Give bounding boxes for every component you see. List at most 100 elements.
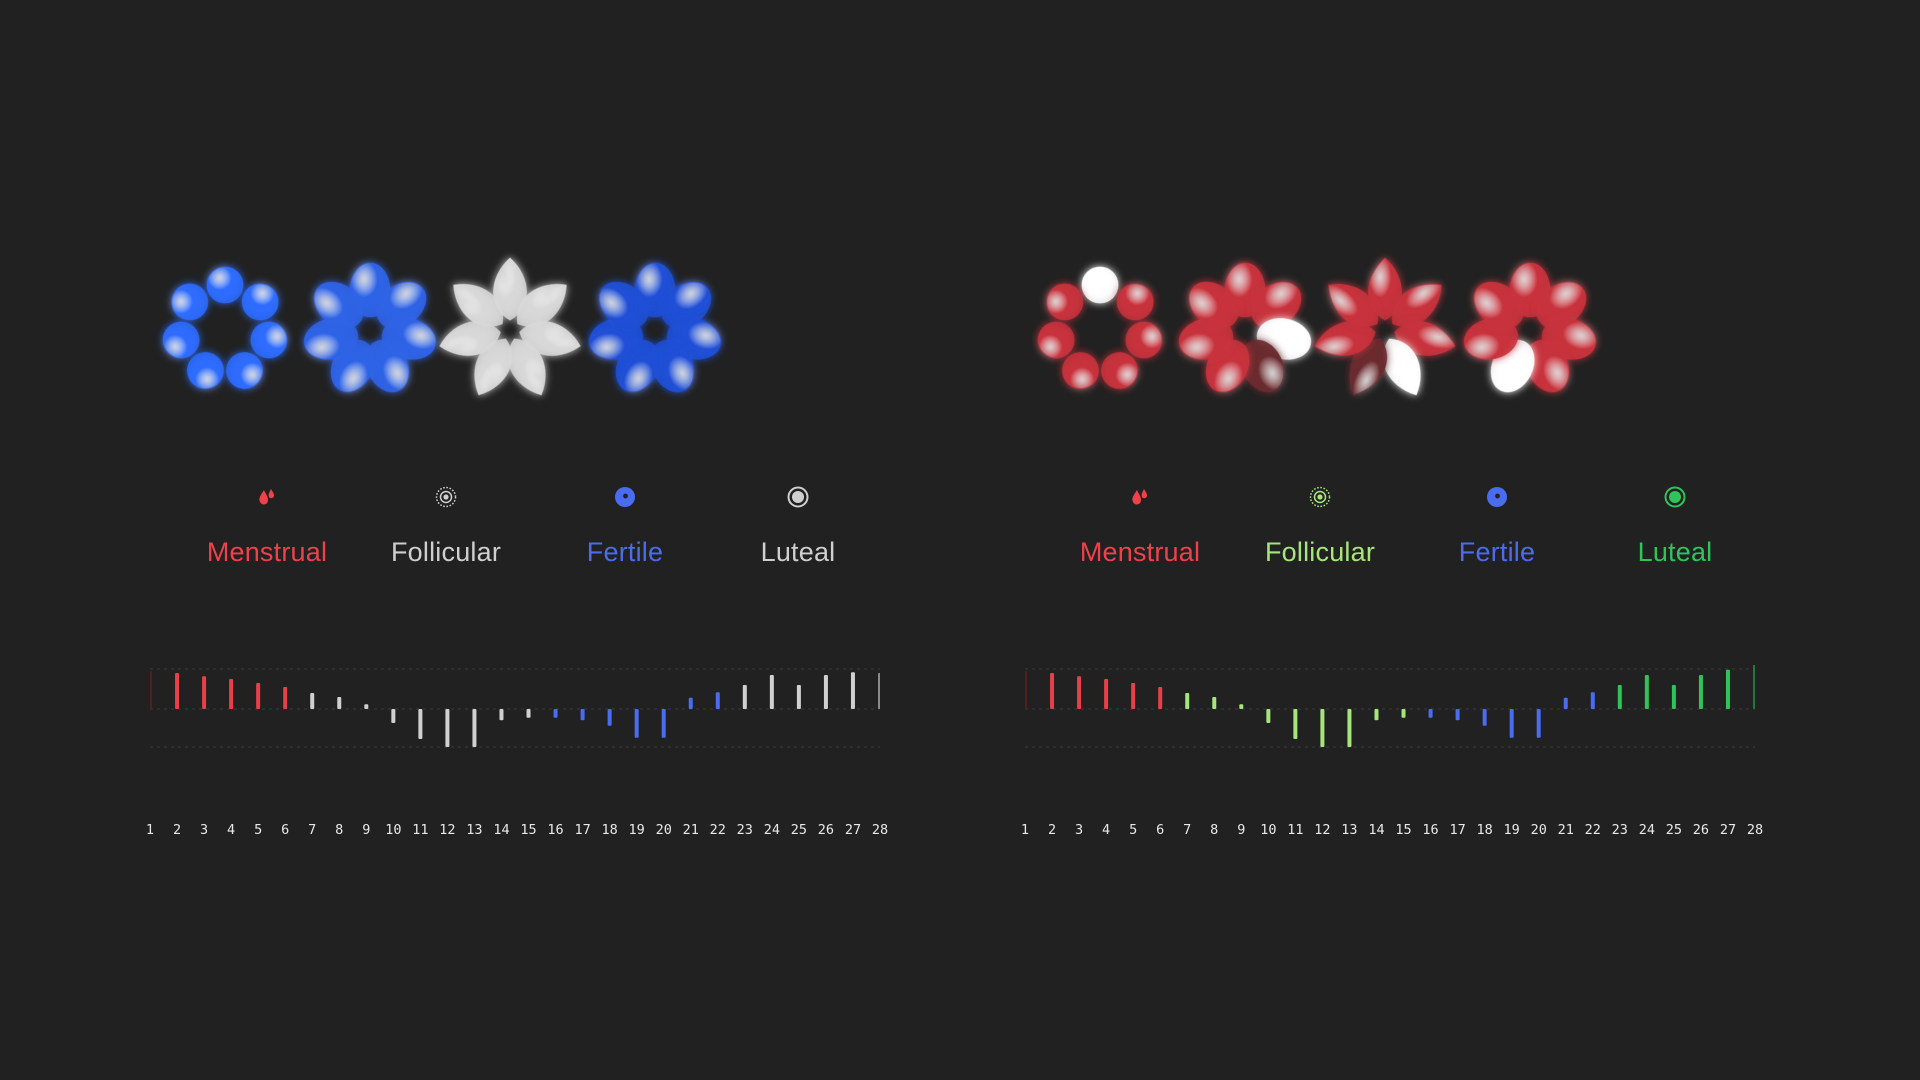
- day-number: 8: [335, 822, 344, 838]
- flower-row: [110, 250, 930, 430]
- day-number: 9: [362, 822, 371, 838]
- day-number: 12: [1314, 822, 1331, 838]
- day-number: 15: [520, 822, 537, 838]
- petal: [1046, 283, 1084, 321]
- day-bar: [742, 685, 747, 709]
- phase-luteal: Luteal: [1575, 485, 1775, 568]
- ring-dot-icon: [787, 486, 809, 508]
- day-number: 3: [1074, 822, 1084, 838]
- luteal-flower-icon: [1463, 262, 1597, 393]
- day-number: 17: [574, 822, 591, 838]
- day-number: 26: [1692, 822, 1710, 838]
- day-bar: [878, 673, 880, 709]
- day-number: 27: [1719, 822, 1737, 838]
- day-number: 12: [439, 822, 456, 838]
- day-bar: [1374, 709, 1379, 721]
- petal: [1037, 321, 1075, 359]
- day-bar: [1158, 687, 1163, 709]
- day-number: 28: [871, 822, 889, 838]
- day-number: 3: [199, 822, 209, 838]
- day-bar: [1455, 709, 1460, 721]
- day-bar: [364, 704, 369, 709]
- day-number: 20: [655, 822, 672, 838]
- day-bar: [229, 679, 234, 709]
- day-bar: [1698, 675, 1703, 709]
- day-bar: [580, 709, 585, 721]
- phase-luteal: Luteal: [698, 485, 898, 568]
- day-number: 10: [385, 822, 402, 838]
- phase-label-luteal: Luteal: [760, 537, 836, 567]
- day-number: 18: [1476, 822, 1493, 838]
- day-bar: [796, 685, 801, 709]
- petal: [226, 352, 264, 390]
- day-number: 25: [790, 822, 807, 838]
- luteal-flower-icon: [588, 262, 722, 393]
- day-number: 23: [736, 822, 753, 838]
- petal: [453, 283, 504, 327]
- petal: [241, 283, 279, 321]
- day-number: 9: [1237, 822, 1246, 838]
- petal: [1125, 321, 1163, 359]
- day-number: 4: [1102, 822, 1111, 838]
- day-number: 22: [1584, 822, 1601, 838]
- day-bar: [445, 709, 450, 747]
- day-bar: [256, 683, 261, 709]
- day-bar: [769, 675, 774, 709]
- day-number: 28: [1746, 822, 1764, 838]
- day-bar: [1725, 669, 1730, 709]
- day-bar: [310, 693, 315, 709]
- day-bar: [688, 697, 693, 709]
- phase-label-follicular: Follicular: [1264, 537, 1376, 567]
- day-number: 17: [1449, 822, 1466, 838]
- fertile-flower-icon: [1314, 257, 1456, 396]
- day-number: 14: [493, 822, 510, 838]
- filled-dot-icon: [1487, 487, 1507, 507]
- day-bar: [150, 671, 152, 709]
- day-bar: [715, 692, 720, 709]
- phase-label-follicular: Follicular: [390, 537, 502, 567]
- day-number: 1: [145, 822, 155, 838]
- day-number: 11: [1287, 822, 1304, 838]
- petal: [186, 352, 224, 390]
- day-bar: [1050, 673, 1055, 709]
- day-number: 8: [1210, 822, 1219, 838]
- day-number: 6: [1156, 822, 1165, 838]
- day-number: 24: [1638, 822, 1655, 838]
- fertile-flower-icon: [439, 257, 581, 396]
- day-bar: [1347, 709, 1352, 747]
- filled-dot-icon: [615, 487, 635, 507]
- day-bar: [1025, 671, 1027, 709]
- petal: [206, 266, 244, 304]
- phase-follicular: Follicular: [346, 485, 546, 568]
- day-bar: [1131, 683, 1136, 709]
- phase-label-fertile: Fertile: [1458, 537, 1536, 567]
- day-bar: [1320, 709, 1325, 747]
- day-number: 21: [1557, 822, 1574, 838]
- follicular-flower-icon: [303, 262, 437, 393]
- day-number: 19: [1503, 822, 1520, 838]
- day-number: 14: [1368, 822, 1385, 838]
- day-bar: [1753, 665, 1755, 709]
- day-number: 26: [817, 822, 835, 838]
- day-number-axis: 1 2 3 4 5 6 7 8 9 10 11 12 13 14 15 16 17 18 19 20 21 22 23 24 2…: [146, 822, 888, 842]
- phase-label-fertile: Fertile: [586, 537, 664, 567]
- day-bar: [1536, 709, 1541, 738]
- day-bar: [661, 709, 666, 738]
- petal: [171, 283, 209, 321]
- day-bar: [1671, 685, 1676, 709]
- menstrual-flower-icon: [1037, 266, 1163, 390]
- dotted-ring-icon: [1309, 486, 1331, 508]
- phase-menstrual: Menstrual: [1040, 485, 1240, 568]
- blood-drop-icon: [1132, 489, 1147, 505]
- day-bar: [499, 709, 504, 721]
- day-number: 23: [1611, 822, 1628, 838]
- petal: [1328, 283, 1379, 327]
- phase-fertile: Fertile: [525, 485, 725, 568]
- day-bar: [526, 709, 531, 718]
- day-number: 5: [1129, 822, 1138, 838]
- day-bar: [1509, 709, 1514, 738]
- day-number: 19: [628, 822, 645, 838]
- petal: [1061, 352, 1099, 390]
- day-number: 2: [172, 822, 182, 838]
